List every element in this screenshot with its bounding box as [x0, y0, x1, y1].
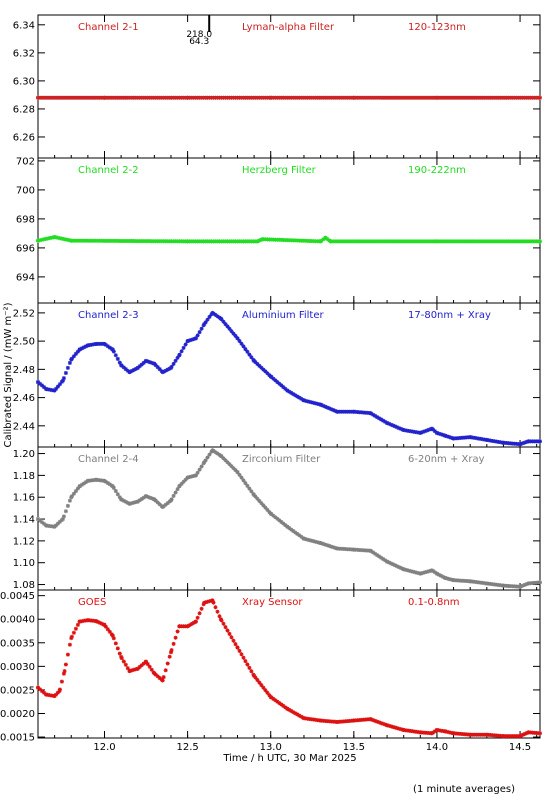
y-tick-label: 0.0040 [0, 615, 35, 626]
zirconium-panel: 1.08 1.10 1.12 1.14 1.16 1.18 1.20 Channel 2-4 Z… [13, 446, 542, 591]
data-trace [36, 598, 541, 739]
panel-channel-label: GOES [78, 597, 106, 608]
y-tick-label: 0.0020 [0, 709, 35, 720]
x-tick-label: 14.5 [509, 742, 531, 753]
data-series [36, 95, 542, 100]
panel-frame [37, 157, 541, 304]
herzberg-panel: 694 696 698 700 702 Channel 2-2 Herzberg Filte… [16, 156, 542, 304]
y-axis-label: Calibrated Signal / (mW m⁻²) [3, 302, 14, 447]
goes-xray-panel: 0.0015 0.0020 0.0025 0.0030 0.0035 0.0040 0.00… [0, 589, 542, 753]
y-tick-label: 1.16 [13, 493, 35, 504]
data-series [36, 598, 542, 739]
lyman-alpha-panel: 6.26 6.28 6.30 6.32 6.34 Channel 2-1 Lyman-alp… [13, 14, 542, 159]
panel-frame [37, 302, 541, 448]
y-tick-label: 6.28 [13, 104, 35, 115]
y-tick-label: 2.48 [13, 365, 35, 376]
panel-band-label: 190-222nm [408, 165, 466, 176]
panel-frame [37, 446, 541, 591]
event-marker-label: 218.0 [186, 30, 212, 40]
y-tick-label: 1.18 [13, 471, 35, 482]
data-trace [36, 448, 541, 589]
data-point [62, 669, 67, 674]
panel-band-label: 17-80nm + Xray [408, 310, 491, 321]
y-tick-label: 0.0035 [0, 638, 35, 649]
y-tick-label: 6.30 [13, 76, 35, 87]
panel-frame [37, 14, 541, 159]
y-tick-label: 1.10 [13, 558, 35, 569]
y-tick-label: 702 [16, 156, 35, 167]
y-tick-label: 6.34 [13, 20, 35, 31]
y-tick-label: 694 [16, 272, 35, 283]
data-series [36, 448, 542, 589]
data-series [36, 235, 542, 244]
y-tick-label: 1.12 [13, 536, 35, 547]
y-tick-label: 2.52 [13, 308, 35, 319]
y-tick-label: 0.0045 [0, 591, 35, 602]
panel-channel-label: Channel 2-4 [78, 454, 139, 465]
y-tick-label: 0.0030 [0, 662, 35, 673]
y-tick-label: 1.20 [13, 449, 35, 460]
panel-filter-label: Zirconium Filter [242, 454, 321, 465]
data-trace [36, 311, 541, 447]
panel-band-label: 120-123nm [408, 22, 466, 33]
x-tick-label: 12.5 [176, 742, 198, 753]
panel-filter-label: Lyman-alpha Filter [242, 22, 335, 33]
y-tick-label: 1.14 [13, 515, 35, 526]
panel-band-label: 0.1-0.8nm [408, 597, 460, 608]
x-tick-label: 13.5 [343, 742, 365, 753]
panel-channel-label: Channel 2-3 [78, 310, 139, 321]
y-tick-label: 696 [16, 243, 35, 254]
y-tick-label: 6.32 [13, 48, 35, 59]
aluminium-panel: 2.44 2.46 2.48 2.50 2.52 Channel 2-3 Aluminium… [13, 302, 542, 448]
panel-filter-label: Xray Sensor [242, 597, 303, 608]
y-tick-label: 2.46 [13, 393, 35, 404]
panel-frame [37, 589, 541, 739]
x-tick-label: 14.0 [426, 742, 448, 753]
panel-channel-label: Channel 2-2 [78, 165, 139, 176]
y-tick-label: 700 [16, 185, 35, 196]
y-tick-label: 2.50 [13, 337, 35, 348]
x-tick-label: 12.0 [93, 742, 115, 753]
panel-filter-label: Herzberg Filter [242, 165, 317, 176]
y-tick-label: 698 [16, 214, 35, 225]
data-point [168, 650, 173, 655]
data-series [36, 310, 542, 447]
x-tick-label: 13.0 [260, 742, 282, 753]
event-marker-label: 64.3 [189, 37, 209, 47]
y-tick-label: 6.26 [13, 132, 35, 143]
data-trace [36, 95, 541, 100]
y-tick-label: 2.44 [13, 421, 35, 432]
x-axis-label: Time / h UTC, 30 Mar 2025 [222, 753, 356, 764]
panel-band-label: 6-20nm + Xray [408, 454, 485, 465]
data-trace [36, 235, 541, 244]
y-tick-label: 1.08 [13, 580, 35, 591]
panel-channel-label: Channel 2-1 [78, 22, 139, 33]
y-tick-label: 0.0025 [0, 685, 35, 696]
panel-filter-label: Aluminium Filter [242, 310, 325, 321]
y-tick-label: 0.0015 [0, 733, 35, 744]
averaging-footnote: (1 minute averages) [413, 784, 515, 795]
